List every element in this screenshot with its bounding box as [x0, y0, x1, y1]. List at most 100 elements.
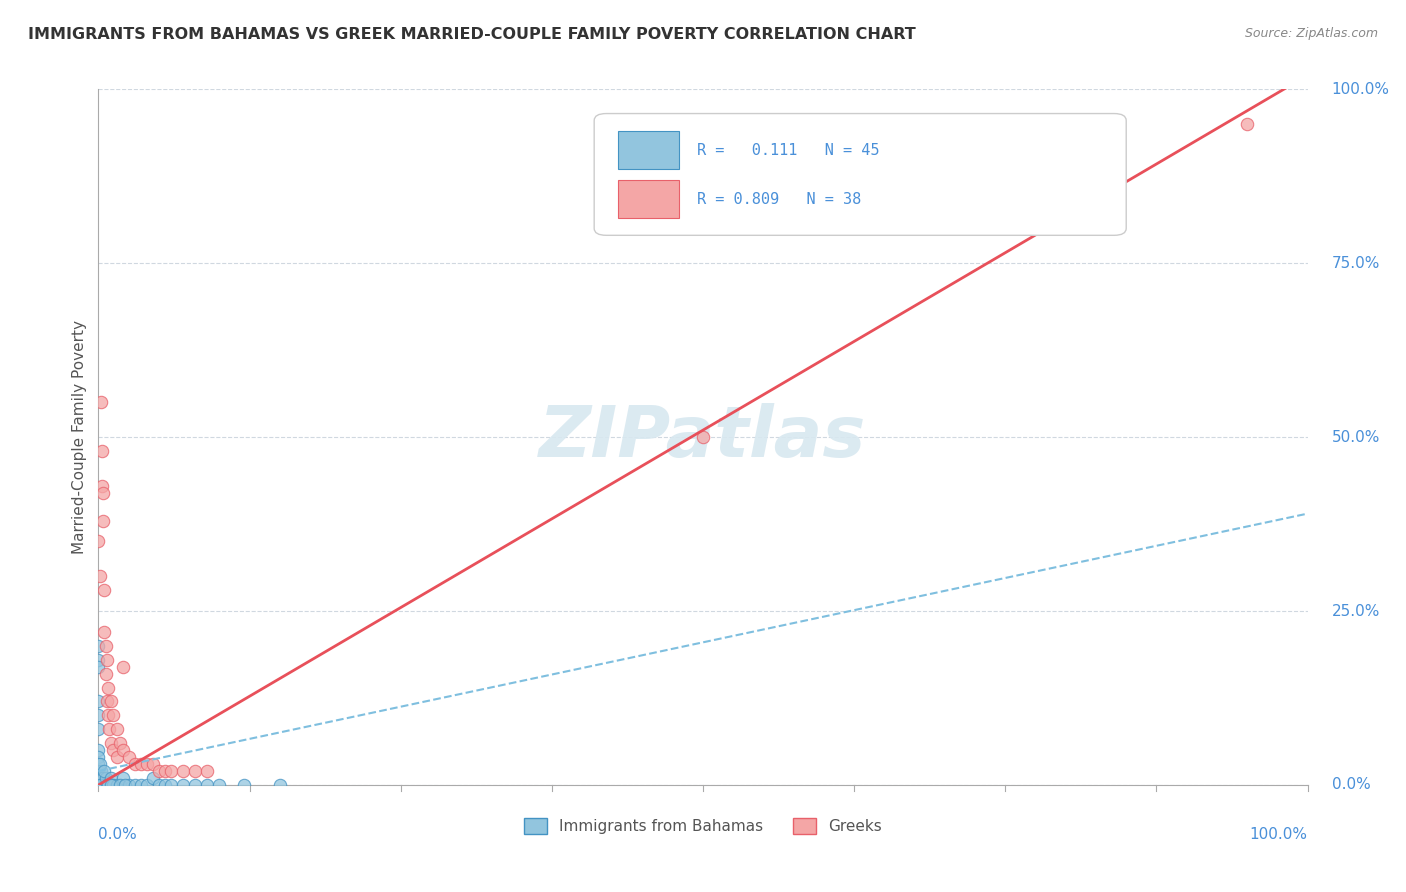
Text: Source: ZipAtlas.com: Source: ZipAtlas.com — [1244, 27, 1378, 40]
Point — [97, 681, 120, 695]
Point — [89, 778, 111, 792]
Point — [96, 653, 118, 667]
Point — [118, 778, 141, 792]
Point — [90, 764, 112, 778]
Point — [148, 764, 170, 778]
Point — [172, 764, 194, 778]
Point — [87, 708, 110, 723]
Point — [111, 743, 134, 757]
Point — [142, 771, 165, 785]
Point — [91, 479, 114, 493]
Point — [87, 694, 110, 708]
Point — [135, 778, 157, 792]
FancyBboxPatch shape — [619, 179, 679, 218]
Y-axis label: Married-Couple Family Poverty: Married-Couple Family Poverty — [72, 320, 87, 554]
Point — [195, 778, 218, 792]
Point — [105, 750, 128, 764]
Point — [118, 750, 141, 764]
Point — [101, 708, 124, 723]
Point — [172, 778, 194, 792]
Point — [100, 771, 122, 785]
Point — [93, 624, 115, 639]
Point — [87, 764, 110, 778]
FancyBboxPatch shape — [595, 113, 1126, 235]
Point — [692, 430, 714, 444]
Point — [108, 736, 131, 750]
Point — [93, 583, 115, 598]
Point — [87, 750, 110, 764]
Point — [129, 778, 152, 792]
Point — [108, 778, 131, 792]
Text: R =   0.111   N = 45: R = 0.111 N = 45 — [697, 143, 880, 158]
Point — [105, 778, 128, 792]
Point — [101, 743, 124, 757]
Point — [90, 395, 112, 409]
Text: ZIPatlas: ZIPatlas — [540, 402, 866, 472]
Text: R = 0.809   N = 38: R = 0.809 N = 38 — [697, 192, 862, 207]
Point — [96, 694, 118, 708]
Point — [87, 659, 110, 673]
Point — [148, 778, 170, 792]
Point — [91, 778, 114, 792]
Point — [100, 778, 122, 792]
Text: 100.0%: 100.0% — [1250, 827, 1308, 842]
Point — [91, 771, 114, 785]
Point — [96, 778, 118, 792]
Point — [129, 757, 152, 772]
Text: 75.0%: 75.0% — [1331, 256, 1381, 270]
Point — [124, 757, 146, 772]
Point — [93, 778, 115, 792]
Point — [87, 534, 110, 549]
Point — [97, 778, 120, 792]
Point — [97, 708, 120, 723]
Text: 50.0%: 50.0% — [1331, 430, 1381, 444]
Point — [91, 771, 114, 785]
Point — [160, 778, 183, 792]
Point — [195, 764, 218, 778]
Text: IMMIGRANTS FROM BAHAMAS VS GREEK MARRIED-COUPLE FAMILY POVERTY CORRELATION CHART: IMMIGRANTS FROM BAHAMAS VS GREEK MARRIED… — [28, 27, 915, 42]
Point — [87, 723, 110, 737]
Point — [114, 778, 136, 792]
Point — [124, 778, 146, 792]
Point — [184, 778, 207, 792]
Point — [111, 659, 134, 673]
Text: 0.0%: 0.0% — [98, 827, 138, 842]
Point — [93, 764, 115, 778]
Point — [98, 723, 121, 737]
Point — [87, 639, 110, 653]
Point — [153, 778, 176, 792]
Point — [91, 514, 114, 528]
Point — [105, 723, 128, 737]
Point — [160, 764, 183, 778]
Text: 100.0%: 100.0% — [1331, 82, 1389, 96]
Point — [87, 743, 110, 757]
Point — [100, 694, 122, 708]
Point — [94, 771, 117, 785]
Point — [91, 485, 114, 500]
Point — [87, 778, 110, 792]
Point — [87, 653, 110, 667]
Point — [90, 778, 112, 792]
Legend: Immigrants from Bahamas, Greeks: Immigrants from Bahamas, Greeks — [517, 812, 889, 840]
Point — [94, 666, 117, 681]
Point — [184, 764, 207, 778]
Point — [135, 757, 157, 772]
Point — [94, 639, 117, 653]
Point — [101, 778, 124, 792]
Point — [208, 778, 231, 792]
Point — [111, 771, 134, 785]
Text: 0.0%: 0.0% — [1331, 778, 1371, 792]
Point — [87, 757, 110, 772]
Point — [89, 569, 111, 583]
Point — [232, 778, 254, 792]
Point — [1236, 117, 1258, 131]
Point — [269, 778, 291, 792]
Text: 25.0%: 25.0% — [1331, 604, 1381, 618]
Point — [87, 771, 110, 785]
Point — [153, 764, 176, 778]
Point — [91, 444, 114, 458]
Point — [142, 757, 165, 772]
FancyBboxPatch shape — [619, 131, 679, 169]
Point — [100, 736, 122, 750]
Point — [89, 757, 111, 772]
